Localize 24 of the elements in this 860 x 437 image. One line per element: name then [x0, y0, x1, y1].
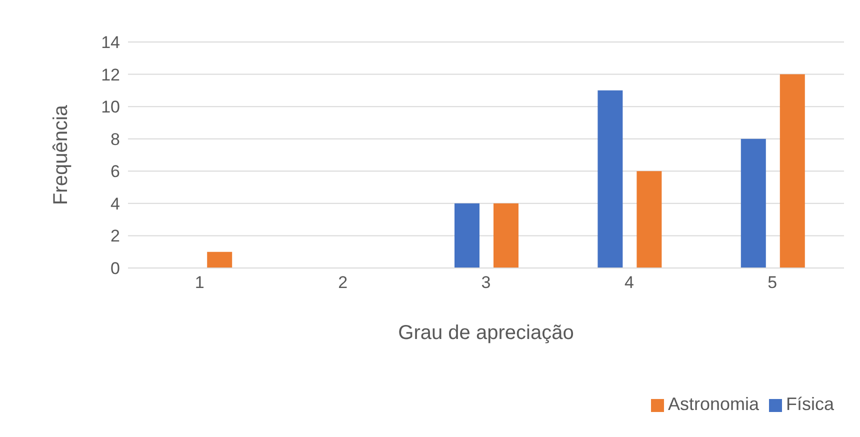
y-tick-label: 8 [110, 130, 120, 149]
x-tick-label: 3 [481, 273, 491, 292]
legend-label: Física [786, 394, 834, 414]
bar [454, 203, 480, 268]
y-tick-label: 12 [101, 65, 120, 84]
x-axis-title: Grau de apreciação [398, 322, 574, 344]
x-tick-label: 2 [338, 273, 348, 292]
bar [598, 90, 623, 268]
bar [780, 74, 805, 268]
x-tick-label: 1 [194, 273, 204, 292]
bar [207, 252, 232, 268]
bar [493, 203, 518, 268]
y-tick-label: 4 [110, 194, 120, 214]
legend-label: Astronomia [668, 394, 759, 414]
y-tick-label: 14 [101, 33, 120, 52]
y-tick-label: 6 [110, 162, 120, 182]
x-tick-label: 5 [768, 273, 778, 292]
x-tick-label: 4 [624, 273, 634, 292]
bar [636, 171, 662, 268]
y-axis-title: Frequência [50, 104, 72, 206]
y-tick-label: 0 [110, 259, 120, 278]
bar [740, 138, 766, 268]
y-tick-label: 2 [110, 226, 120, 246]
y-tick-label: 10 [101, 98, 120, 117]
